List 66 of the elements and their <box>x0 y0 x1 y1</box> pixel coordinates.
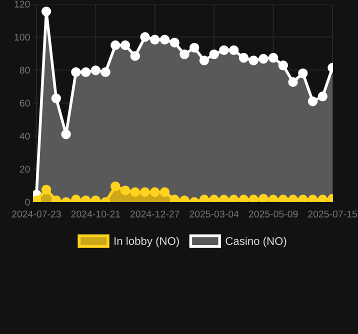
y-tick-label: 120 <box>14 0 30 8</box>
point <box>298 194 308 202</box>
x-tick-label: 2024-12-27 <box>130 210 180 218</box>
point <box>90 65 101 76</box>
point <box>238 52 249 63</box>
point <box>308 96 318 106</box>
point <box>80 67 91 78</box>
point <box>308 194 318 202</box>
x-tick-label: 2024-10-21 <box>71 210 120 218</box>
point <box>258 194 268 202</box>
x-tick-label: 2025-07-15 <box>308 210 357 218</box>
point <box>318 92 328 102</box>
y-tick-label: 60 <box>20 100 30 107</box>
point <box>219 194 229 202</box>
x-tick-label: 2024-07-23 <box>12 210 61 218</box>
point <box>120 186 130 196</box>
y-tick-label: 100 <box>14 34 30 41</box>
point <box>71 194 81 202</box>
point <box>219 45 229 56</box>
point <box>238 194 249 202</box>
point <box>209 49 219 60</box>
point <box>268 194 278 202</box>
point <box>170 38 180 48</box>
point <box>140 187 150 197</box>
point <box>199 194 210 202</box>
point <box>189 42 200 53</box>
point <box>150 187 160 197</box>
y-tick-label: 40 <box>20 132 30 140</box>
point <box>100 67 110 78</box>
point <box>41 6 52 16</box>
point <box>120 40 130 50</box>
point <box>61 129 71 140</box>
point <box>180 49 190 60</box>
y-tick-label: 20 <box>20 166 30 173</box>
point <box>41 184 52 194</box>
point <box>71 67 81 78</box>
point <box>278 60 288 70</box>
point <box>150 34 160 44</box>
y-tick-label: 80 <box>20 66 30 74</box>
legend-label: In lobby (NO) <box>114 236 179 248</box>
point <box>258 54 268 64</box>
point <box>110 40 120 50</box>
point <box>51 94 62 104</box>
point <box>228 194 239 202</box>
point <box>209 194 219 202</box>
point <box>110 181 120 192</box>
point <box>140 32 150 42</box>
point <box>248 56 258 66</box>
x-tick-label: 2025-05-09 <box>248 210 298 218</box>
x-tick-label: 2025-03-04 <box>190 210 239 218</box>
y-tick-label: 0 <box>25 198 30 206</box>
point <box>268 52 278 63</box>
point <box>130 187 140 197</box>
point <box>288 77 298 87</box>
point <box>170 194 180 202</box>
point <box>278 194 288 202</box>
point <box>160 34 170 44</box>
point <box>288 194 298 202</box>
point <box>130 51 140 61</box>
point <box>160 187 170 197</box>
legend-label: Casino (NO) <box>226 236 286 248</box>
point <box>298 68 308 78</box>
point <box>318 194 328 202</box>
point <box>228 45 239 56</box>
point <box>199 56 210 66</box>
point <box>248 194 258 202</box>
